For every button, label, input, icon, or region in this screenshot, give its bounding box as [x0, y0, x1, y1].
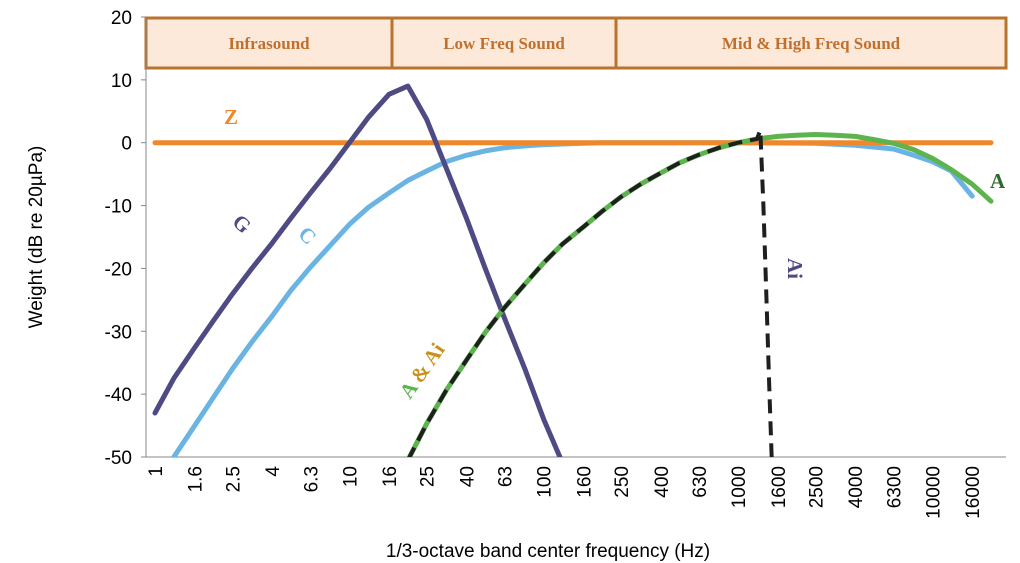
x-tick-label: 100: [535, 466, 556, 498]
x-tick-label: 10000: [923, 466, 944, 519]
x-tick-label: 2500: [806, 466, 827, 508]
x-axis-title: 1/3-octave band center frequency (Hz): [386, 541, 710, 562]
x-tick-label: 6300: [884, 466, 905, 508]
x-tick-label: 40: [457, 466, 478, 487]
label-a-and-ai: A & Ai: [394, 338, 449, 403]
band-label-infrasound: Infrasound: [228, 34, 310, 53]
y-tick-label: -20: [105, 259, 132, 280]
x-tick-label: 1600: [769, 466, 790, 508]
label-ai: Ai: [783, 258, 807, 279]
x-tick-label: 4: [263, 466, 284, 477]
x-tick-label: 4000: [846, 466, 867, 508]
label-g: G: [228, 209, 256, 238]
y-tick-label: -10: [105, 197, 132, 218]
y-tick-label: 10: [111, 71, 132, 92]
band-label-low-freq: Low Freq Sound: [443, 34, 565, 53]
x-tick-label: 1000: [729, 466, 750, 508]
x-tick-label: 63: [496, 466, 517, 487]
band-box-mid-high-freq: [614, 16, 1008, 70]
label-c: C: [294, 222, 322, 250]
label-a: A: [990, 169, 1006, 193]
x-tick-label: 400: [652, 466, 673, 498]
x-tick-label: 250: [612, 466, 633, 498]
y-tick-label: -40: [105, 385, 132, 406]
series-line-ai: [407, 128, 774, 457]
band-header: Infrasound Low Freq Sound Mid & High Fre…: [144, 16, 1008, 70]
x-tick-label: 10: [340, 466, 361, 487]
y-axis-title: Weight (dB re 20µPa): [26, 146, 47, 329]
x-ticks: 1 1.6 2.5 4 6.3 10 16 25 40 63 100 160 250 400 630 1000…: [146, 466, 984, 519]
x-tick-label: 16000: [963, 466, 984, 519]
x-tick-label: 25: [418, 466, 439, 487]
x-tick-label: 2.5: [223, 466, 244, 492]
y-ticks: 20 10 0 -10 -20 -30 -40 -50: [105, 8, 146, 469]
y-tick-label: 0: [121, 134, 132, 155]
label-z: Z: [224, 105, 238, 129]
x-tick-label: 1: [146, 466, 167, 477]
x-tick-label: 6.3: [301, 466, 322, 492]
x-tick-label: 160: [574, 466, 595, 498]
band-box-low-freq: [390, 16, 618, 70]
y-tick-label: -30: [105, 322, 132, 343]
series-line-g: [152, 83, 563, 457]
y-tick-label: 20: [111, 8, 132, 29]
series-line-c: [171, 140, 975, 457]
x-tick-label: 630: [690, 466, 711, 498]
x-tick-label: 16: [380, 466, 401, 487]
x-tick-label: 1.6: [186, 466, 207, 492]
y-tick-label: -50: [105, 448, 132, 469]
series-group: [152, 83, 994, 457]
band-label-mid-high-freq: Mid & High Freq Sound: [722, 34, 901, 53]
